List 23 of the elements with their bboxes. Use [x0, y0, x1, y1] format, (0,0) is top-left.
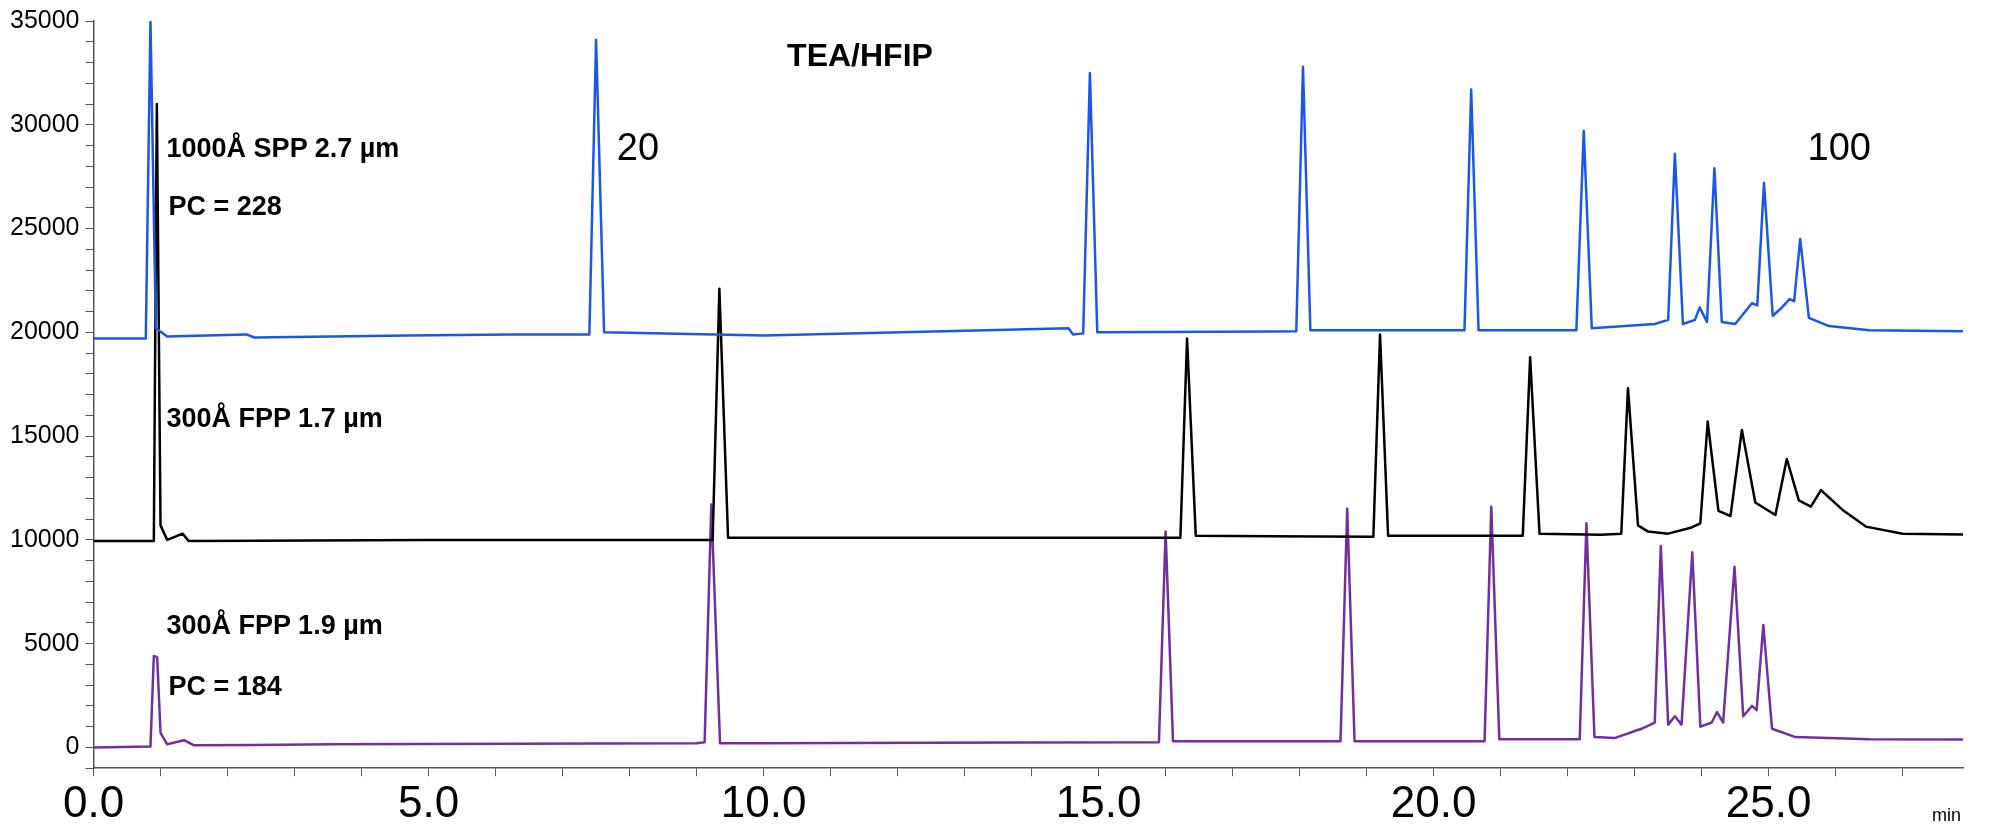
annotation: PC = 184 [168, 671, 282, 702]
series-label: 300Å FPP 1.7 µm [166, 401, 383, 433]
annotation: 20 [616, 126, 660, 169]
y-tick-label: 5000 [23, 627, 80, 656]
x-tick-label: 5.0 [397, 776, 460, 826]
x-tick-label: 10.0 [720, 776, 807, 826]
x-axis-title: min [1931, 805, 1961, 826]
text: TEA/HFIP [787, 36, 933, 73]
y-tick-label: 10000 [9, 523, 80, 552]
x-tick-label: 0.0 [62, 776, 125, 826]
series-label: 300Å FPP 1.9 µm [166, 608, 383, 640]
annotation: PC = 228 [168, 190, 282, 221]
y-tick-label: 20000 [9, 316, 80, 345]
y-tick-label: 30000 [9, 108, 80, 137]
x-tick-label: 20.0 [1390, 776, 1477, 826]
x-tick-label: 15.0 [1055, 776, 1142, 826]
x-tick-label: 25.0 [1725, 776, 1812, 826]
annotation: 100 [1807, 126, 1871, 169]
y-tick-label: 35000 [9, 4, 80, 33]
y-tick-label: 0 [65, 731, 80, 760]
y-tick-label: 25000 [9, 212, 80, 241]
y-tick-label: 15000 [9, 420, 80, 448]
series-label: 1000Å SPP 2.7 µm [166, 132, 400, 164]
